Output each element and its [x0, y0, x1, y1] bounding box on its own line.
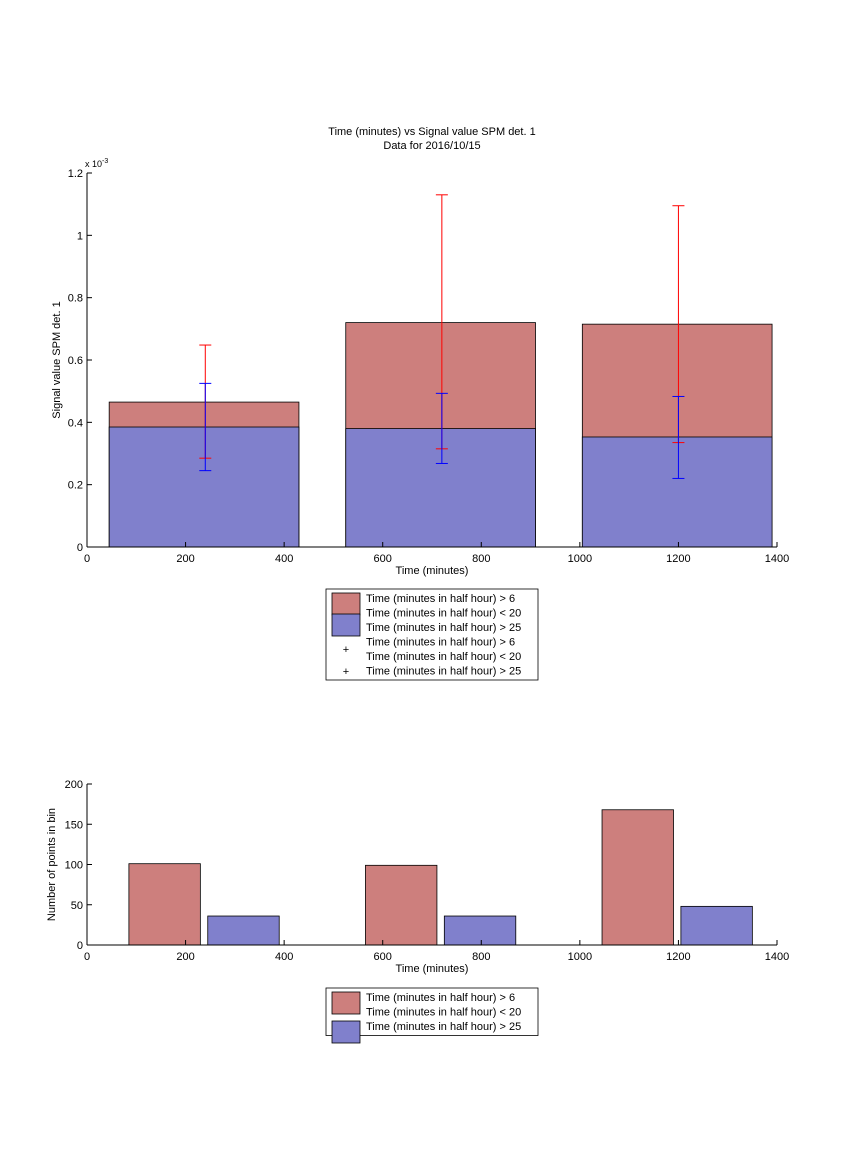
legend-label: Time (minutes in half hour) < 20: [366, 608, 521, 620]
legend-marker-plus: +: [343, 644, 349, 656]
bar-2-1: [108, 426, 300, 548]
legend: Time (minutes in half hour) > 6 Time (min…: [325, 588, 539, 681]
y-tick-label: 0.2: [68, 480, 83, 492]
y-exponent-power: -3: [102, 158, 108, 165]
x-tick-label: 600: [374, 553, 392, 565]
bar-2-1: [207, 915, 280, 946]
legend-label: Time (minutes in half hour) > 6: [366, 637, 515, 649]
y-tick-label: 200: [65, 779, 83, 791]
x-tick-label: 200: [176, 553, 194, 565]
y-tick-label: 1: [77, 230, 83, 242]
y-tick-label: 100: [65, 860, 83, 872]
legend-swatch: [331, 613, 361, 637]
bar-2-2: [443, 915, 517, 946]
y-tick-label: 150: [65, 819, 83, 831]
legend-label: Time (minutes in half hour) > 25: [366, 1021, 521, 1033]
legend-box: [325, 987, 539, 1036]
x-tick-label: 400: [275, 951, 293, 963]
x-tick-label: 800: [472, 951, 490, 963]
x-tick-label: 1200: [666, 553, 690, 565]
chart-2: 0 200 400 600 800 1000 1200 1400 0 50 100 150 200 Tim…: [46, 779, 789, 1044]
x-axis-label: Time (minutes): [396, 963, 469, 975]
bar-2-3: [581, 436, 773, 548]
bar-2-3: [680, 905, 753, 946]
x-tick-label: 400: [275, 553, 293, 565]
bar-1-3: [601, 809, 674, 946]
y-tick-label: 1.2: [68, 168, 83, 180]
legend-marker-plus: +: [343, 666, 349, 678]
legend-label: Time (minutes in half hour) > 25: [366, 666, 521, 678]
legend-label: Time (minutes in half hour) > 25: [366, 622, 521, 634]
y-exponent-base: x 10: [85, 159, 102, 169]
x-tick-label: 1200: [666, 951, 690, 963]
legend-label: Time (minutes in half hour) > 6: [366, 992, 515, 1004]
x-tick-label: 0: [84, 951, 90, 963]
legend-label: Time (minutes in half hour) < 20: [366, 651, 521, 663]
y-exponent: x 10-3: [85, 158, 108, 169]
y-tick-label: 0.8: [68, 293, 83, 305]
x-axis-label: Time (minutes): [396, 565, 469, 577]
legend-swatch: [331, 991, 361, 1015]
y-axis-label: Number of points in bin: [46, 808, 58, 921]
chart-title: Time (minutes) vs Signal value SPM det. …: [328, 126, 535, 138]
legend-swatch: [331, 592, 361, 616]
bar-1-1: [128, 863, 201, 946]
legend: Time (minutes in half hour) > 6 Time (min…: [325, 987, 539, 1044]
x-tick-label: 600: [374, 951, 392, 963]
legend-swatch: [331, 1020, 361, 1044]
y-tick-label: 0.4: [68, 417, 83, 429]
x-tick-label: 200: [176, 951, 194, 963]
bar-2-2: [345, 428, 536, 548]
x-tick-label: 0: [84, 553, 90, 565]
y-tick-label: 50: [71, 900, 83, 912]
y-axis-label: Signal value SPM det. 1: [51, 301, 63, 418]
x-tick-label: 1000: [568, 951, 592, 963]
y-tick-label: 0.6: [68, 355, 83, 367]
y-tick-label: 0: [77, 940, 83, 952]
bar-1-2: [365, 864, 438, 946]
y-tick-label: 0: [77, 542, 83, 554]
x-tick-label: 1400: [765, 553, 789, 565]
chart-1: Time (minutes) vs Signal value SPM det. …: [51, 126, 789, 681]
x-tick-label: 1000: [568, 553, 592, 565]
x-tick-label: 1400: [765, 951, 789, 963]
legend-box: [325, 588, 539, 681]
legend-label: Time (minutes in half hour) > 6: [366, 593, 515, 605]
legend-label: Time (minutes in half hour) < 20: [366, 1007, 521, 1019]
chart-subtitle: Data for 2016/10/15: [383, 140, 480, 152]
x-tick-label: 800: [472, 553, 490, 565]
